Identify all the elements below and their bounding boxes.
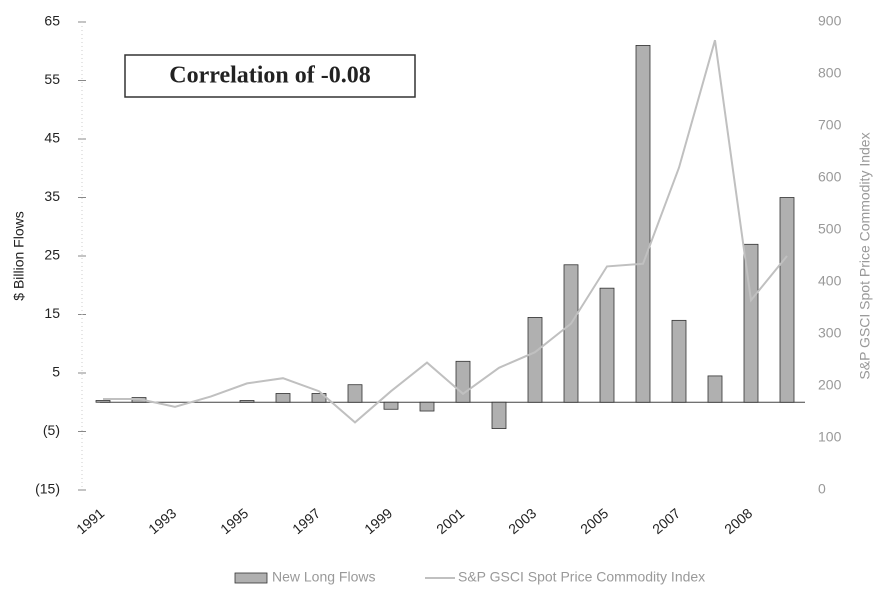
bar xyxy=(635,45,651,403)
x-tick-label: 1995 xyxy=(217,505,251,537)
legend-swatch xyxy=(234,572,268,584)
bar xyxy=(239,400,255,403)
bar xyxy=(419,401,435,412)
y-tick-label: 5 xyxy=(52,364,60,380)
y2-tick-label: 300 xyxy=(818,325,842,341)
y2-tick-label: 0 xyxy=(818,481,826,497)
y2-tick-label: 900 xyxy=(818,13,842,29)
y2-tick-label: 100 xyxy=(818,429,842,445)
bar xyxy=(599,287,615,403)
y-tick-label: (15) xyxy=(35,481,60,497)
y2-axis-label: S&P GSCI Spot Price Commodity Index xyxy=(857,132,873,379)
x-tick-label: 1997 xyxy=(289,505,323,537)
y2-tick-label: 500 xyxy=(818,221,842,237)
bar xyxy=(455,360,471,403)
x-tick-label: 2003 xyxy=(505,505,539,537)
bar xyxy=(95,400,111,403)
bar xyxy=(707,375,723,403)
x-tick-label: 2001 xyxy=(433,505,467,537)
y2-tick-label: 600 xyxy=(818,169,842,185)
y-tick-label: 55 xyxy=(44,71,60,87)
y-axis-label: $ Billion Flows xyxy=(11,211,27,300)
bar xyxy=(383,401,399,410)
y2-tick-label: 700 xyxy=(818,117,842,133)
y2-tick-label: 400 xyxy=(818,273,842,289)
y-tick-label: 35 xyxy=(44,188,60,204)
bar xyxy=(743,243,759,403)
line xyxy=(103,39,788,424)
bar xyxy=(779,197,795,403)
bar xyxy=(275,393,291,403)
annotation: Correlation of -0.08 xyxy=(169,63,371,89)
y-tick-label: 25 xyxy=(44,247,60,263)
y2-tick-label: 200 xyxy=(818,377,842,393)
bar xyxy=(671,319,687,403)
bar xyxy=(347,384,363,403)
y2-tick-label: 800 xyxy=(818,65,842,81)
legend-label: S&P GSCI Spot Price Commodity Index xyxy=(458,569,705,585)
y-tick-label: (5) xyxy=(43,422,60,438)
bar xyxy=(491,401,507,429)
x-tick-label: 1991 xyxy=(73,505,107,537)
legend-label: New Long Flows xyxy=(272,569,376,585)
bar xyxy=(527,317,543,403)
x-tick-label: 2005 xyxy=(577,505,611,537)
x-tick-label: 2008 xyxy=(721,505,755,537)
x-tick-label: 1999 xyxy=(361,505,395,537)
y-tick-label: 45 xyxy=(44,130,60,146)
annotation-box xyxy=(124,54,416,98)
x-tick-label: 1993 xyxy=(145,505,179,537)
bar xyxy=(563,264,579,403)
y-tick-label: 15 xyxy=(44,305,60,321)
x-tick-label: 2007 xyxy=(649,505,683,537)
y-tick-label: 65 xyxy=(44,13,60,29)
